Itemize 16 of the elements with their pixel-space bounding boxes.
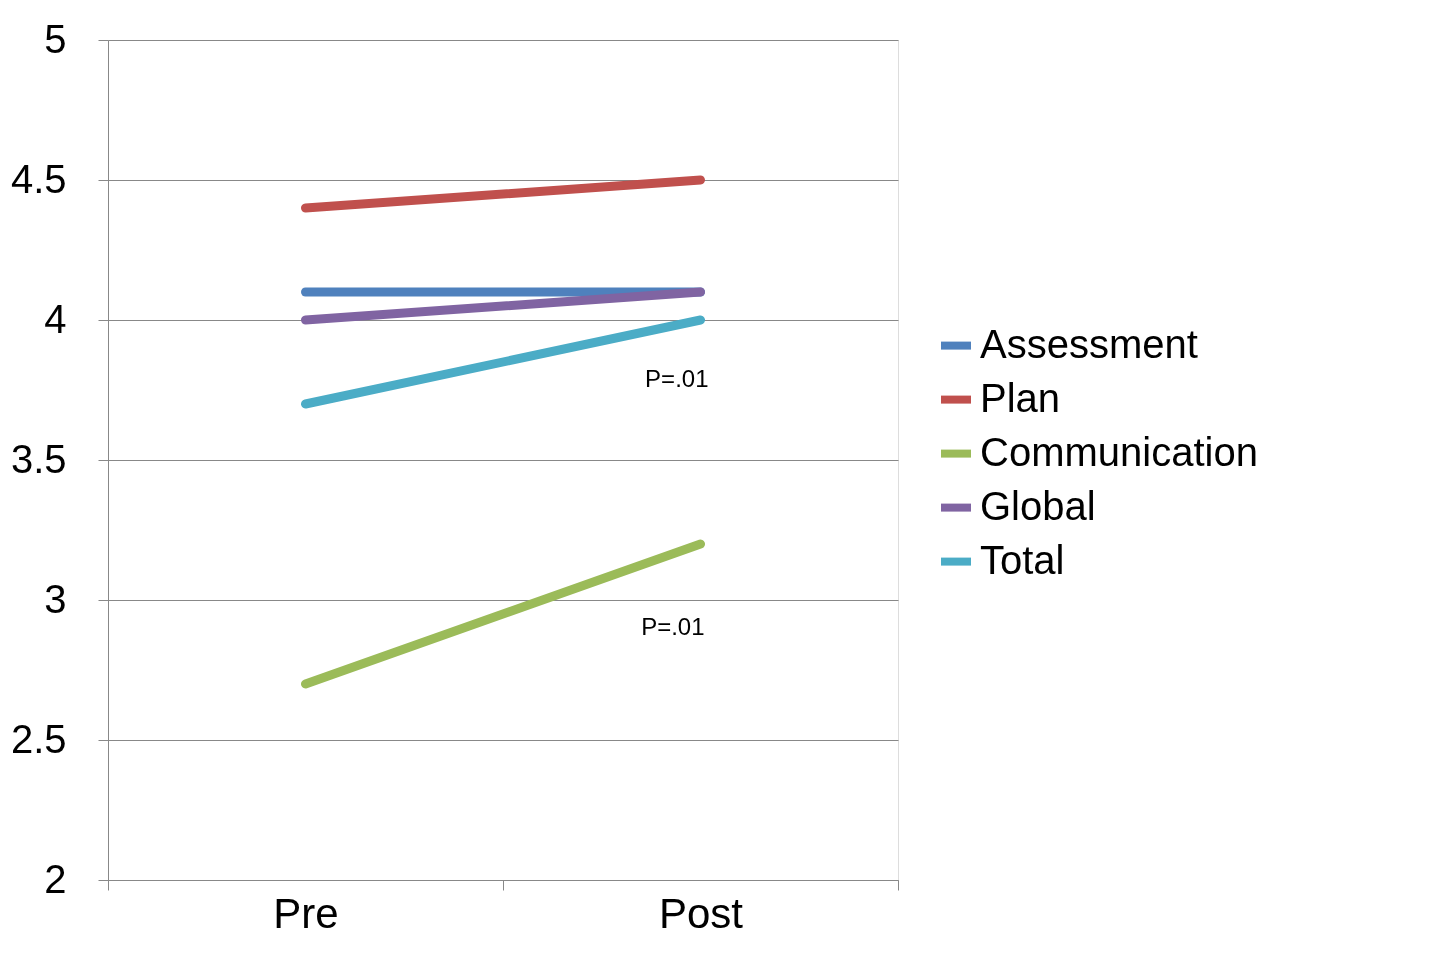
legend-label: Communication [980,429,1258,474]
y-tick-label: 4.5 [10,156,67,201]
annotation: P=.01 [645,365,709,393]
annotation: P=.01 [641,613,705,640]
legend-label: Global [980,483,1096,528]
y-tick-label: 3.5 [10,436,67,481]
y-tick-label: 4 [44,296,67,341]
legend-label: Total [980,537,1065,582]
y-tick-label: 5 [44,16,67,61]
x-tick-label: Pre [273,889,339,937]
y-tick-label: 2 [44,856,67,901]
x-tick-label: Post [658,889,744,937]
y-tick-label: 2.5 [10,716,67,761]
y-tick-label: 3 [44,576,67,621]
legend-label: Assessment [980,321,1198,366]
legend-label: Plan [980,375,1061,420]
